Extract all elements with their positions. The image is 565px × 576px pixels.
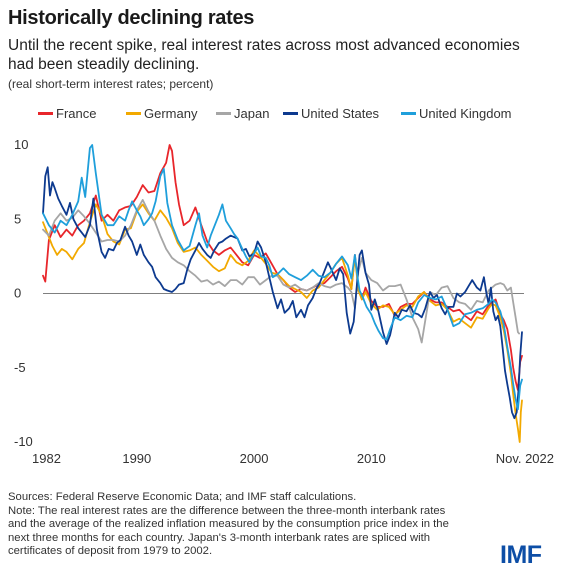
legend-label: United States bbox=[301, 105, 380, 121]
legend-label: Germany bbox=[144, 105, 198, 121]
x-tick-label: 2010 bbox=[357, 451, 386, 465]
legend-item-united-kingdom: United Kingdom bbox=[401, 103, 512, 123]
line-chart: 10 5 0 -5 -10 1982 1990 2000 2010 Nov. 2022 bbox=[14, 137, 554, 465]
series-line-france bbox=[42, 144, 523, 391]
sources-note: Sources: Federal Reserve Economic Data; … bbox=[8, 491, 357, 503]
legend-item-germany: Germany bbox=[126, 103, 197, 123]
chart-subtitle: Until the recent spike, real interest ra… bbox=[8, 37, 520, 73]
series-line-japan bbox=[42, 199, 520, 344]
legend-swatch bbox=[401, 111, 416, 115]
legend-swatch bbox=[216, 111, 231, 115]
legend-swatch bbox=[283, 111, 298, 115]
chart-footer: Sources: Federal Reserve Economic Data; … bbox=[8, 491, 458, 559]
methodology-note: Note: The real interest rates are the di… bbox=[8, 504, 449, 558]
y-tick-label: 5 bbox=[14, 211, 21, 226]
legend-label: United Kingdom bbox=[419, 105, 512, 121]
legend-item-france: France bbox=[38, 103, 96, 123]
legend-item-united-states: United States bbox=[283, 103, 379, 123]
y-tick-label: -5 bbox=[14, 360, 26, 375]
legend-swatch bbox=[126, 111, 141, 115]
y-tick-label: 10 bbox=[14, 137, 28, 152]
chart-title: Historically declining rates bbox=[8, 7, 255, 29]
legend-label: Japan bbox=[234, 105, 270, 121]
y-tick-label: -10 bbox=[14, 434, 33, 449]
x-tick-label: Nov. 2022 bbox=[496, 451, 554, 465]
legend-label: France bbox=[56, 105, 97, 121]
x-tick-label: 2000 bbox=[240, 451, 269, 465]
legend-swatch bbox=[38, 111, 53, 115]
chart-units-note: (real short-term interest rates; percent… bbox=[8, 77, 214, 91]
series-line-united-kingdom bbox=[42, 144, 523, 411]
legend-item-japan: Japan bbox=[216, 103, 269, 123]
imf-logo: IMF bbox=[500, 541, 542, 569]
chart-legend: France Germany Japan United States United Ki… bbox=[0, 103, 565, 125]
x-tick-label: 1982 bbox=[32, 451, 61, 465]
series-line-united-states bbox=[42, 166, 523, 420]
y-tick-label: 0 bbox=[14, 286, 21, 301]
x-tick-label: 1990 bbox=[122, 451, 151, 465]
